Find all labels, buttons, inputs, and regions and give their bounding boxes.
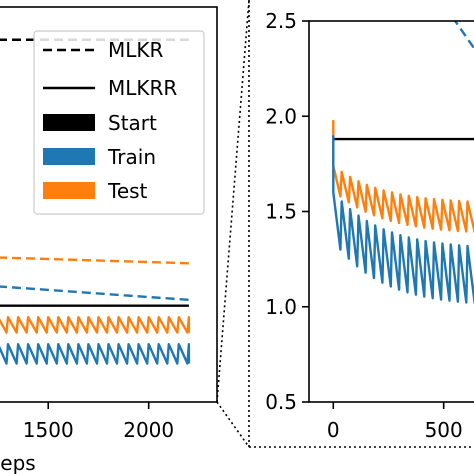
legend-box: [33, 30, 205, 215]
left-series-mlkrr-test: [0, 316, 191, 334]
inset-series-mlkrr-test: [332, 120, 474, 233]
legend-handle-start: [43, 114, 95, 131]
legend-label-train: Train: [107, 145, 156, 169]
legend-label-mlkrr: MLKRR: [108, 76, 177, 100]
left-series-mlkr-train: [0, 285, 189, 302]
left-x-ticks: 1500 2000: [23, 402, 174, 442]
inset-series-layer: [332, 21, 474, 305]
inset-panel: 0.5 1.0 1.5 2.0 2.5 0 500: [265, 9, 474, 442]
inset-series-mlkr-train: [453, 21, 474, 51]
inset-y-tick-label: 2.0: [265, 104, 297, 128]
left-x-tick-label: 1500: [23, 418, 74, 442]
legend: MLKR MLKRR Start Train Test: [33, 30, 205, 215]
inset-y-ticks: 0.5 1.0 1.5 2.0 2.5: [265, 9, 309, 414]
inset-y-tick-label: 0.5: [265, 390, 297, 414]
legend-label-start: Start: [108, 111, 157, 135]
left-x-axis-label: eps: [0, 451, 35, 474]
left-series-mlkr-test: [0, 256, 189, 265]
inset-y-tick-label: 1.5: [265, 200, 297, 224]
left-panel: 1500 2000 eps MLKR MLKRR Start Train Test: [0, 6, 218, 474]
inset-x-tick-label: 0: [327, 418, 340, 442]
zoom-connector-bottom: [216, 401, 250, 448]
inset-y-tick-label: 1.0: [265, 295, 297, 319]
legend-label-test: Test: [107, 179, 148, 203]
inset-x-ticks: 0 500: [327, 402, 463, 442]
legend-label-mlkr: MLKR: [108, 38, 164, 62]
inset-y-tick-label: 2.5: [265, 9, 297, 33]
zoom-connector-top: [216, 0, 250, 403]
legend-handle-test: [43, 182, 95, 199]
left-plot-frame: [0, 6, 218, 403]
left-x-tick-label: 2000: [123, 418, 174, 442]
inset-series-mlkrr-train: [332, 135, 474, 305]
inset-x-tick-label: 500: [425, 418, 463, 442]
left-series-mlkrr-train: [0, 343, 191, 365]
legend-handle-train: [43, 148, 95, 165]
